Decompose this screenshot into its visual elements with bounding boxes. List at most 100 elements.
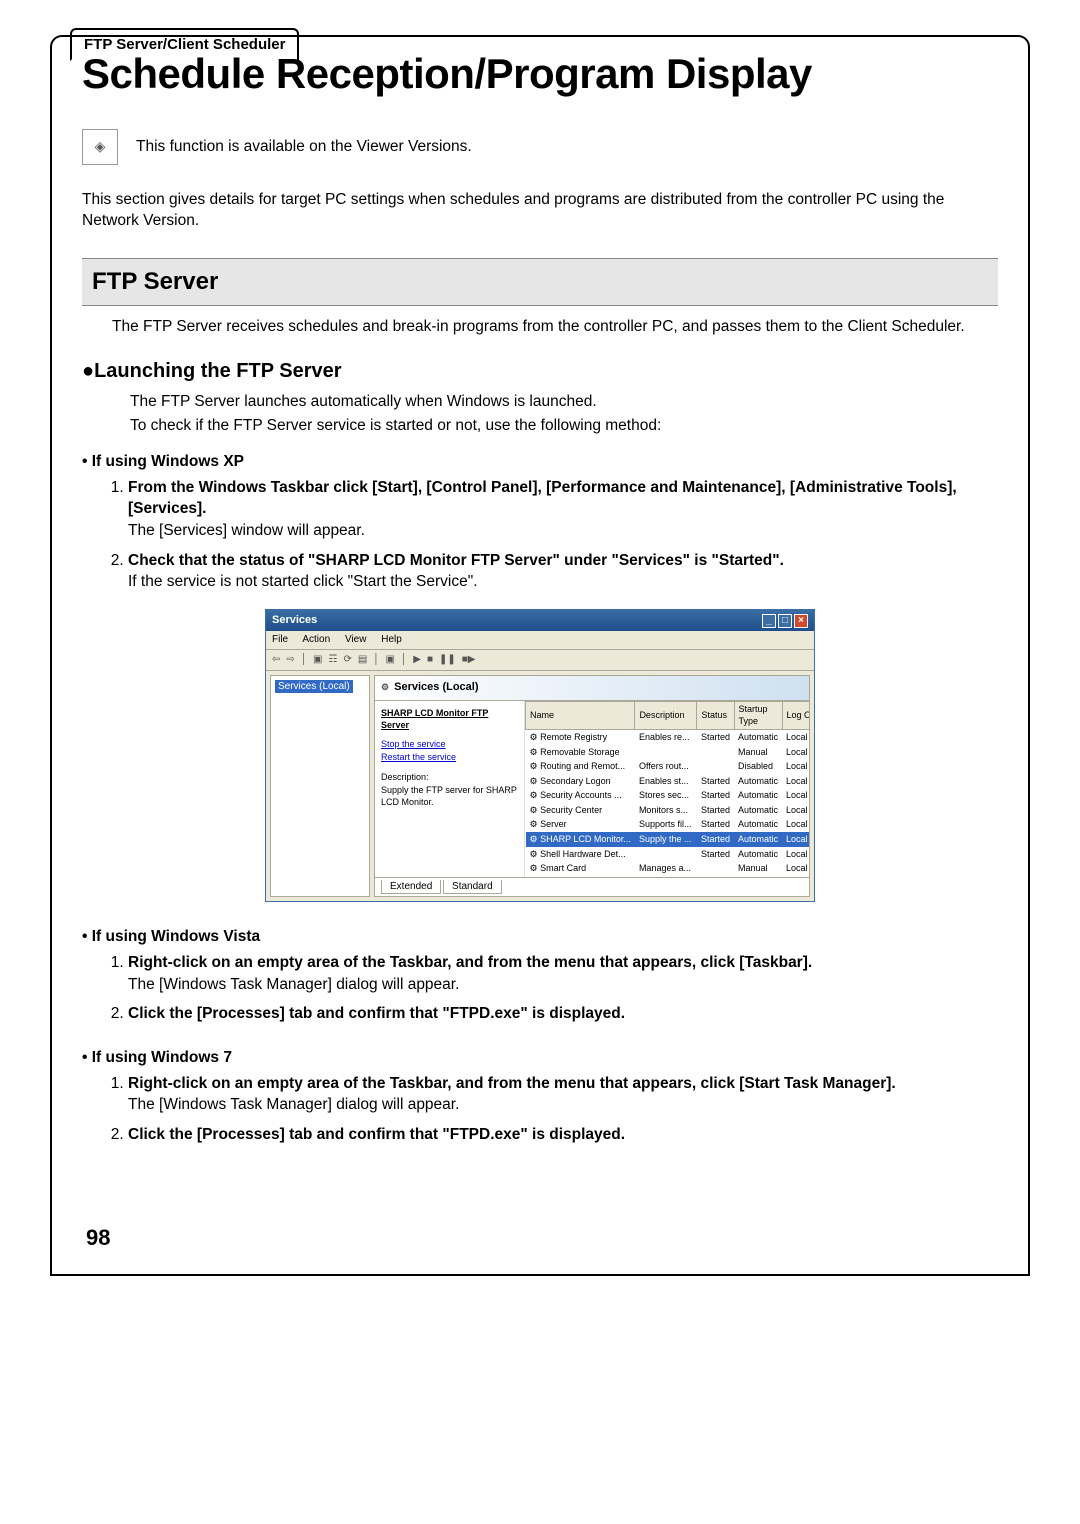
services-col-header[interactable]: Status [697, 701, 734, 729]
service-cell: Local System [782, 759, 809, 774]
menu-action[interactable]: Action [302, 634, 330, 645]
toolbar-icon[interactable]: ☶ [328, 653, 337, 667]
sub-launch-header: ●Launching the FTP Server [82, 357, 998, 385]
service-cell: Manages a... [635, 861, 697, 876]
services-toolbar: ⇦ ⇨ │ ▣ ☶ ⟳ ▤ │ ▣ │ ▶ ■ ❚❚ ■▶ [266, 650, 814, 671]
service-row[interactable]: ⚙ SHARP LCD Monitor...Supply the ...Star… [526, 832, 810, 847]
service-cell: ⚙ Removable Storage [526, 745, 635, 760]
service-cell: Local System [782, 788, 809, 803]
menu-file[interactable]: File [272, 634, 288, 645]
window-buttons: _ □ × [762, 614, 808, 628]
launch-p1: The FTP Server launches automatically wh… [130, 391, 998, 413]
services-col-header[interactable]: Description [635, 701, 697, 729]
toolbar-icon[interactable]: ■▶ [462, 653, 476, 667]
service-cell: Started [697, 729, 734, 744]
service-cell: ⚙ Secondary Logon [526, 774, 635, 789]
service-cell: Monitors s... [635, 803, 697, 818]
service-cell: Supply the ... [635, 832, 697, 847]
service-cell: Automatic [734, 832, 782, 847]
xp-step-2-bold: Check that the status of "SHARP LCD Moni… [128, 552, 784, 569]
service-cell: Automatic [734, 729, 782, 744]
vista-steps: Right-click on an empty area of the Task… [128, 952, 998, 1025]
service-row[interactable]: ⚙ Secondary LogonEnables st...StartedAut… [526, 774, 810, 789]
service-cell: Automatic [734, 788, 782, 803]
service-cell: Started [697, 847, 734, 862]
selected-service-name: SHARP LCD Monitor FTP Server [381, 707, 518, 732]
toolbar-icon[interactable]: ▣ [313, 653, 322, 667]
service-cell: ⚙ Security Center [526, 803, 635, 818]
toolbar-fwd-icon[interactable]: ⇨ [286, 653, 294, 667]
intro-para: This section gives details for target PC… [82, 189, 998, 232]
maximize-button[interactable]: □ [778, 614, 792, 628]
services-col-header[interactable]: Name [526, 701, 635, 729]
services-tree: Services (Local) [270, 675, 370, 897]
service-cell: ⚙ Shell Hardware Det... [526, 847, 635, 862]
menu-help[interactable]: Help [381, 634, 402, 645]
restart-service-link[interactable]: Restart the service [381, 751, 518, 764]
service-cell: Enables re... [635, 729, 697, 744]
win7-step-1-plain: The [Windows Task Manager] dialog will a… [128, 1094, 998, 1116]
service-row[interactable]: ⚙ Removable StorageManualLocal System [526, 745, 810, 760]
desc-text: Supply the FTP server for SHARP LCD Moni… [381, 784, 518, 809]
services-screenshot: Services _ □ × File Action View Help ⇦ ⇨ [82, 609, 998, 902]
xp-heading: • If using Windows XP [82, 451, 998, 473]
tree-root[interactable]: Services (Local) [275, 680, 353, 693]
service-cell: Manual [734, 861, 782, 876]
service-row[interactable]: ⚙ Shell Hardware Det...StartedAutomaticL… [526, 847, 810, 862]
tab-standard[interactable]: Standard [443, 880, 502, 894]
toolbar-back-icon[interactable]: ⇦ [272, 653, 280, 667]
toolbar-icon[interactable]: ▣ [386, 653, 395, 667]
services-pane-header: ⚙ Services (Local) [375, 676, 809, 700]
toolbar-pause-icon[interactable]: ❚❚ [439, 653, 456, 667]
toolbar-play-icon[interactable]: ▶ [413, 653, 421, 667]
toolbar-refresh-icon[interactable]: ⟳ [343, 653, 351, 667]
service-row[interactable]: ⚙ Smart CardManages a... ManualLocal Serv… [526, 861, 810, 876]
service-cell: ⚙ Server [526, 817, 635, 832]
page-frame: Schedule Reception/Program Display ◈ Thi… [50, 35, 1030, 1276]
section-ftp-header: FTP Server [82, 258, 998, 306]
services-table: NameDescriptionStatusStartup TypeLog On … [525, 701, 809, 878]
xp-step-1-plain: The [Services] window will appear. [128, 520, 998, 542]
stop-service-link[interactable]: Stop the service [381, 738, 518, 751]
services-main: ⚙ Services (Local) SHARP LCD Monitor FTP… [374, 675, 810, 897]
close-button[interactable]: × [794, 614, 808, 628]
services-col-header[interactable]: Log On As [782, 701, 809, 729]
service-row[interactable]: ⚙ Remote RegistryEnables re...StartedAut… [526, 729, 810, 744]
minimize-button[interactable]: _ [762, 614, 776, 628]
content: ◈ This function is available on the View… [82, 129, 998, 1146]
service-cell: Local System [782, 803, 809, 818]
win7-step-1: Right-click on an empty area of the Task… [128, 1073, 998, 1116]
services-list[interactable]: NameDescriptionStatusStartup TypeLog On … [525, 701, 809, 878]
toolbar-icon[interactable]: ▤ [358, 653, 367, 667]
win7-steps: Right-click on an empty area of the Task… [128, 1073, 998, 1146]
services-menu: File Action View Help [266, 631, 814, 650]
services-detail-pane: SHARP LCD Monitor FTP Server Stop the se… [375, 701, 525, 878]
service-cell [697, 745, 734, 760]
info-icon: ◈ [82, 129, 118, 165]
service-cell: Local Service [782, 861, 809, 876]
service-cell: Manual [734, 745, 782, 760]
service-row[interactable]: ⚙ Security Accounts ...Stores sec...Star… [526, 788, 810, 803]
services-col-header[interactable]: Startup Type [734, 701, 782, 729]
xp-step-2: Check that the status of "SHARP LCD Moni… [128, 550, 998, 593]
service-cell: Local System [782, 832, 809, 847]
service-cell: Started [697, 803, 734, 818]
service-row[interactable]: ⚙ ServerSupports fil...StartedAutomaticL… [526, 817, 810, 832]
service-row[interactable]: ⚙ Security CenterMonitors s...StartedAut… [526, 803, 810, 818]
launch-intro: The FTP Server launches automatically wh… [130, 391, 998, 436]
menu-view[interactable]: View [345, 634, 367, 645]
service-cell: Started [697, 832, 734, 847]
service-cell [635, 745, 697, 760]
service-cell: Started [697, 774, 734, 789]
tab-extended[interactable]: Extended [381, 880, 441, 894]
pane-header-text: Services (Local) [394, 681, 478, 693]
services-main-content: SHARP LCD Monitor FTP Server Stop the se… [375, 701, 809, 878]
service-row[interactable]: ⚙ Routing and Remot...Offers rout...Disa… [526, 759, 810, 774]
gear-icon: ⚙ [381, 682, 389, 692]
service-cell: ⚙ Smart Card [526, 861, 635, 876]
service-cell: Enables st... [635, 774, 697, 789]
service-cell: ⚙ Security Accounts ... [526, 788, 635, 803]
toolbar-stop-icon[interactable]: ■ [427, 653, 433, 667]
win7-step-2: Click the [Processes] tab and confirm th… [128, 1124, 998, 1146]
desc-label: Description: [381, 771, 518, 784]
